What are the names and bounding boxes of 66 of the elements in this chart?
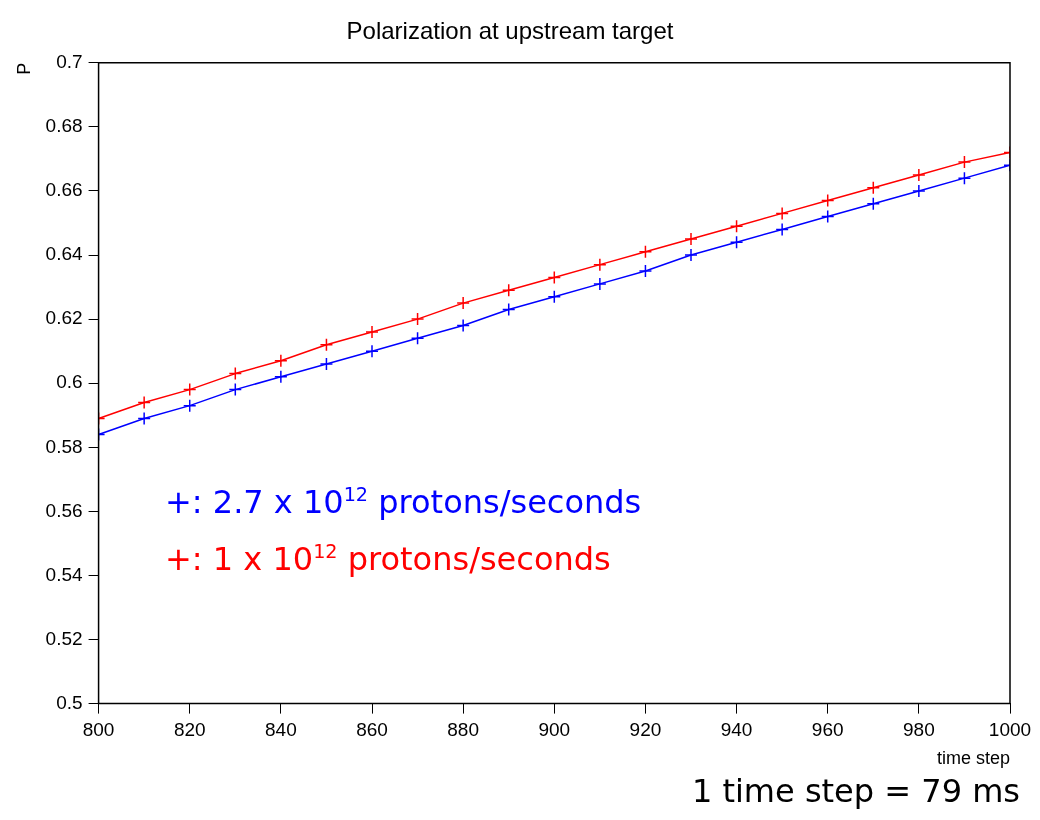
- y-tick-label: 0.6: [56, 371, 83, 393]
- point: [775, 206, 789, 221]
- point: [593, 257, 607, 272]
- point: [501, 302, 516, 317]
- series-label: +: 2.7 x 10$^{12}$ protons/seconds: [165, 481, 642, 523]
- point: [319, 357, 334, 371]
- x-tick-label: 880: [447, 719, 479, 741]
- point: [182, 398, 197, 413]
- point: [820, 209, 835, 224]
- point: [547, 289, 562, 304]
- x-axis-title: time step: [936, 748, 1010, 769]
- y-tick-label: 0.64: [45, 243, 84, 265]
- point: [866, 197, 881, 211]
- point: [456, 296, 470, 310]
- y-tick-label: 0.7: [56, 51, 83, 73]
- point: [957, 171, 972, 185]
- chart-title: Polarization at upstream target: [346, 17, 674, 45]
- point: [228, 366, 243, 381]
- point: [684, 248, 698, 262]
- point: [365, 344, 379, 358]
- point: [228, 382, 243, 397]
- point: [137, 395, 151, 410]
- point: [912, 184, 926, 198]
- point: [866, 181, 881, 195]
- x-tick-label: 900: [538, 719, 571, 741]
- x-tick-label: 800: [82, 719, 115, 741]
- x-tick-label: 860: [356, 719, 388, 741]
- point: [547, 270, 562, 285]
- point: [912, 168, 926, 182]
- x-tick-label: 960: [811, 719, 844, 741]
- y-axis-title: P: [13, 62, 34, 75]
- point: [274, 370, 288, 384]
- y-tick-label: 0.66: [45, 179, 83, 201]
- point: [501, 283, 516, 298]
- point: [456, 318, 470, 333]
- y-tick-label: 0.62: [45, 307, 83, 329]
- point: [365, 325, 379, 339]
- point: [638, 245, 653, 259]
- y-tick-label: 0.5: [56, 691, 83, 713]
- point: [957, 155, 972, 169]
- y-tick-label: 0.58: [45, 435, 83, 457]
- y-tick-label: 0.56: [45, 499, 83, 521]
- point: [684, 232, 698, 246]
- x-tick-label: 920: [629, 719, 662, 741]
- x-tick-label: 840: [265, 719, 297, 741]
- point: [410, 312, 425, 326]
- point: [410, 331, 425, 346]
- text: +: 1 x 10$^{12}$ protons/seconds: [165, 538, 612, 580]
- text: 1 time step = 79 ms: [691, 772, 1020, 810]
- point: [319, 338, 334, 352]
- x-tick-label: 1000: [988, 719, 1032, 741]
- point: [182, 382, 197, 397]
- y-tick-label: 0.54: [45, 563, 84, 585]
- x-tick-label: 980: [903, 719, 935, 741]
- point: [729, 219, 744, 233]
- point: [593, 277, 607, 291]
- x-tick-label: 820: [173, 719, 206, 741]
- y-tick-label: 0.68: [45, 115, 83, 137]
- y-tick-label: 0.52: [45, 627, 83, 649]
- point: [274, 354, 288, 368]
- point: [729, 235, 744, 249]
- point: [775, 222, 789, 237]
- point: [820, 193, 835, 208]
- point: [638, 264, 653, 278]
- x-tick-label: 940: [720, 719, 753, 741]
- point: [137, 411, 151, 426]
